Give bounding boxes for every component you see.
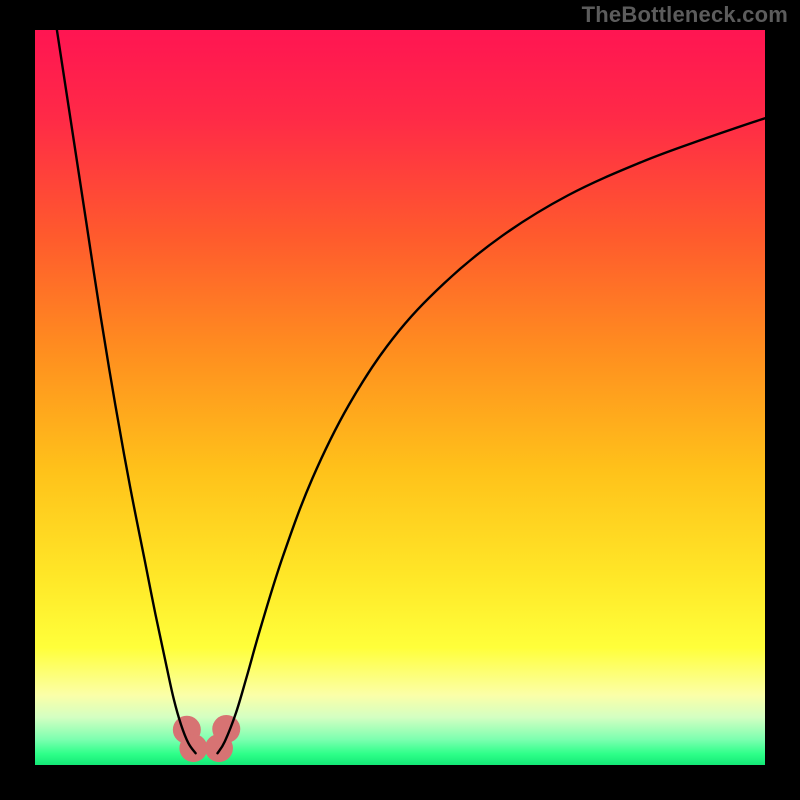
watermark-text: TheBottleneck.com xyxy=(582,2,788,28)
chart-background xyxy=(35,30,765,765)
valley-marker xyxy=(179,734,207,762)
bottleneck-chart xyxy=(35,30,765,765)
figure-root: TheBottleneck.com xyxy=(0,0,800,800)
